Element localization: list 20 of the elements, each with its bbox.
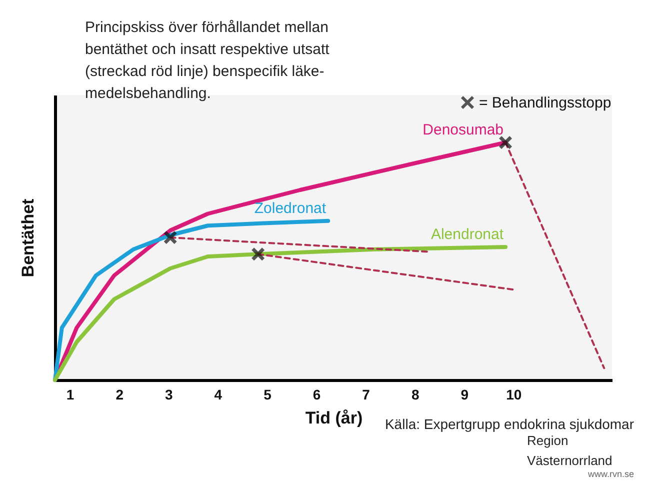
x-tick-label: 3 bbox=[164, 386, 173, 402]
x-tick-label: 1 bbox=[66, 386, 74, 402]
series-label: Denosumab bbox=[422, 122, 504, 138]
x-tick-label: 9 bbox=[460, 386, 469, 402]
x-tick-label: 7 bbox=[362, 386, 370, 402]
series-label: Zoledronat bbox=[254, 200, 327, 217]
x-tick-label: 6 bbox=[312, 386, 321, 402]
x-tick-label: 2 bbox=[116, 386, 124, 402]
x-axis-title: Tid (år) bbox=[305, 408, 363, 428]
legend-label: = Behandlingsstopp bbox=[479, 94, 612, 112]
x-tick-label: 8 bbox=[411, 386, 420, 402]
x-tick-label: 4 bbox=[214, 386, 222, 402]
text: Principskiss över förhållandet mellan bentäthet och insatt respektive utsatt (streckad röd linje) benspecifik läke- medelsbehandling. bbox=[85, 19, 330, 102]
text: Region Västernorrland bbox=[527, 433, 612, 468]
series-label: Alendronat bbox=[430, 226, 504, 243]
text: www.rvn.se bbox=[586, 469, 634, 479]
x-tick-label: 5 bbox=[264, 386, 272, 402]
x-tick-label: 10 bbox=[506, 386, 522, 402]
text: Källa: Expertgrupp endokrina sjukdomar bbox=[384, 416, 634, 432]
y-axis-title: Bentäthet bbox=[18, 198, 38, 278]
